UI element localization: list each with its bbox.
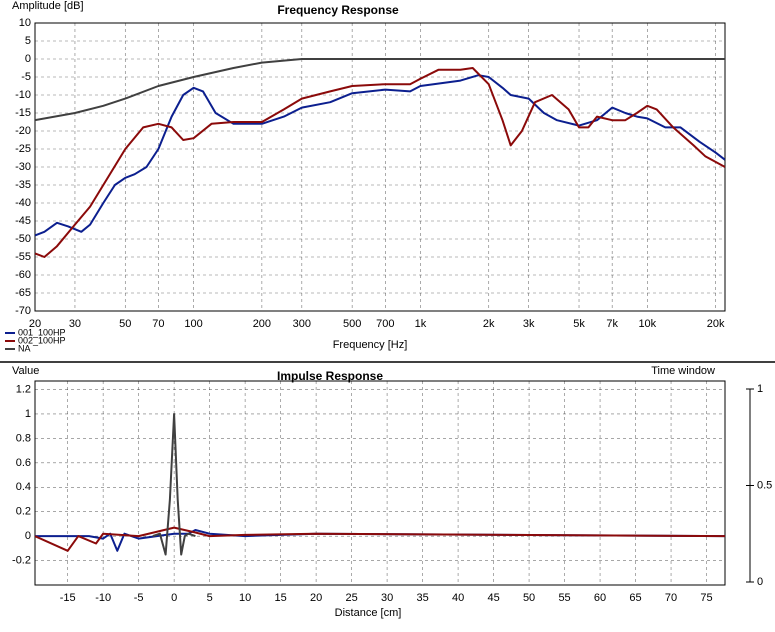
x-tick-label: 40: [452, 592, 464, 604]
x-tick-label: 30: [381, 592, 393, 604]
x-tick-label: 30: [69, 318, 81, 330]
y-tick-label: 0.8: [16, 432, 31, 444]
series-line: [35, 526, 725, 552]
x-tick-label: 20: [310, 592, 322, 604]
y-tick-label: -25: [15, 143, 31, 155]
y-tick-label: -5: [21, 71, 31, 83]
x-tick-label: 5: [207, 592, 213, 604]
x-tick-label: 65: [629, 592, 641, 604]
y-tick-label: -15: [15, 107, 31, 119]
x-tick-label: 1k: [415, 318, 427, 330]
x-tick-label: 200: [253, 318, 271, 330]
x-tick-label: 25: [345, 592, 357, 604]
x-tick-label: 35: [416, 592, 428, 604]
chart-title: Impulse Response: [277, 369, 383, 383]
y2-tick-label: 0.5: [757, 479, 772, 491]
x-tick-label: 0: [171, 592, 177, 604]
x-tick-label: 100: [184, 318, 202, 330]
x-tick-label: 70: [152, 318, 164, 330]
y-tick-label: -35: [15, 179, 31, 191]
y-tick-label: -70: [15, 305, 31, 317]
x-tick-label: 20: [29, 318, 41, 330]
y-tick-label: -45: [15, 215, 31, 227]
x-axis-label: Frequency [Hz]: [333, 339, 408, 351]
y-tick-label: -60: [15, 269, 31, 281]
y-tick-label: -65: [15, 287, 31, 299]
x-tick-label: 45: [487, 592, 499, 604]
y-tick-label: 1: [25, 408, 31, 420]
x-tick-label: 20k: [707, 318, 725, 330]
series-line: [35, 58, 725, 122]
x-tick-label: -10: [95, 592, 111, 604]
x-tick-label: 70: [665, 592, 677, 604]
chart-title: Frequency Response: [277, 3, 399, 17]
x-tick-label: -5: [134, 592, 144, 604]
legend-label: 001_100HP: [18, 327, 66, 337]
x-tick-label: -15: [60, 592, 76, 604]
x-tick-label: 75: [700, 592, 712, 604]
series-line: [35, 67, 725, 258]
legend-label: NA: [18, 343, 31, 353]
series-line: [152, 413, 196, 556]
x-tick-label: 50: [523, 592, 535, 604]
y-tick-label: 0.2: [16, 506, 31, 518]
y2-tick-label: 0: [757, 576, 763, 588]
x-tick-label: 500: [343, 318, 361, 330]
y2-axis-label: Time window: [651, 365, 715, 377]
legend-label: 002_100HP: [18, 335, 66, 345]
x-tick-label: 700: [376, 318, 394, 330]
y-tick-label: 1.2: [16, 383, 31, 395]
x-tick-label: 300: [293, 318, 311, 330]
x-tick-label: 7k: [606, 318, 618, 330]
x-axis-label: Distance [cm]: [335, 607, 402, 619]
y-tick-label: 0: [25, 530, 31, 542]
y-axis-label: Amplitude [dB]: [12, 0, 84, 12]
y-tick-label: 0: [25, 53, 31, 65]
x-tick-label: 50: [119, 318, 131, 330]
y-tick-label: 5: [25, 35, 31, 47]
y-tick-label: -10: [15, 89, 31, 101]
y-axis-label: Value: [12, 365, 39, 377]
y-tick-label: -40: [15, 197, 31, 209]
x-tick-label: 15: [274, 592, 286, 604]
y-tick-label: -0.2: [12, 554, 31, 566]
y-tick-label: 0.4: [16, 481, 31, 493]
x-tick-label: 60: [594, 592, 606, 604]
y-tick-label: 10: [19, 17, 31, 29]
y-tick-label: -55: [15, 251, 31, 263]
series-line: [35, 74, 725, 237]
x-tick-label: 55: [558, 592, 570, 604]
y-tick-label: -50: [15, 233, 31, 245]
x-tick-label: 10: [239, 592, 251, 604]
y2-tick-label: 1: [757, 383, 763, 395]
x-tick-label: 2k: [483, 318, 495, 330]
plot-area: [34, 380, 726, 586]
x-tick-label: 5k: [573, 318, 585, 330]
y-tick-label: -20: [15, 125, 31, 137]
y-tick-label: 0.6: [16, 457, 31, 469]
x-tick-label: 10k: [638, 318, 656, 330]
y-tick-label: -30: [15, 161, 31, 173]
x-tick-label: 3k: [523, 318, 535, 330]
